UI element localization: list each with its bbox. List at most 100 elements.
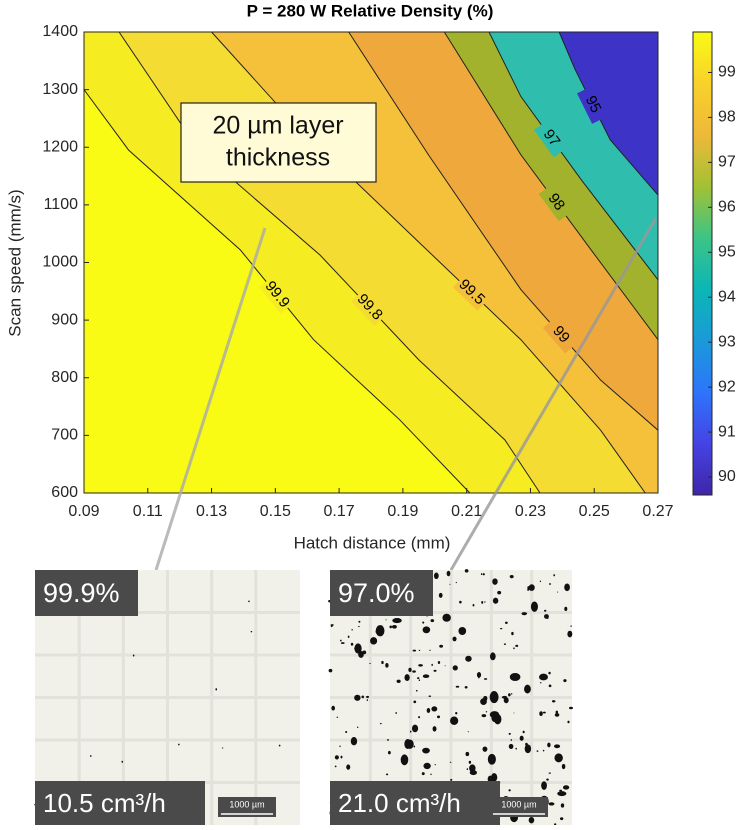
pore	[469, 770, 477, 776]
pore	[385, 619, 387, 621]
colorbar-tick-label: 92	[718, 378, 736, 395]
pore	[354, 694, 361, 701]
contour-label-bg	[538, 183, 574, 222]
pore	[548, 671, 551, 675]
pore	[411, 724, 419, 733]
connector	[449, 217, 658, 571]
x-tick-label: 0.09	[68, 503, 99, 520]
colorbar-tick-label: 94	[718, 288, 736, 305]
pore	[387, 750, 391, 755]
pore	[389, 625, 392, 629]
pore	[431, 706, 438, 712]
pore	[347, 635, 350, 639]
pore	[544, 614, 549, 619]
y-tick-label: 1100	[44, 196, 79, 213]
pore	[547, 742, 551, 748]
pore	[503, 643, 507, 646]
pore	[489, 691, 499, 704]
pore	[418, 649, 421, 652]
pore	[524, 744, 532, 754]
pore	[476, 672, 482, 678]
pore	[178, 743, 180, 746]
pore	[468, 760, 472, 764]
pore	[429, 649, 432, 651]
contour-label-group: 97	[533, 119, 569, 158]
x-tick-label: 0.17	[324, 503, 355, 520]
contour-label-bg	[533, 119, 569, 158]
pore	[409, 730, 412, 733]
pore	[455, 712, 458, 715]
pore	[483, 601, 486, 603]
pore	[433, 572, 439, 580]
pore	[345, 731, 348, 734]
pore	[365, 695, 370, 698]
colorbar-tick-label: 97	[718, 154, 736, 171]
pore	[513, 712, 515, 714]
pore	[430, 619, 435, 623]
pore	[215, 688, 218, 691]
pore	[509, 673, 521, 681]
scale-label: 1000 µm	[501, 799, 536, 809]
pore	[412, 670, 416, 673]
pore	[483, 678, 488, 680]
pore	[250, 631, 253, 633]
pore	[465, 751, 470, 757]
pore	[375, 629, 381, 634]
pore	[564, 606, 568, 612]
pore	[330, 624, 334, 626]
pore	[439, 644, 444, 648]
pore	[361, 695, 365, 699]
pore	[554, 753, 563, 763]
colorbar-tick-label: 98	[718, 109, 736, 126]
pore	[465, 655, 472, 662]
contour-band	[559, 32, 658, 196]
pore	[561, 763, 566, 770]
pore	[466, 768, 469, 771]
rate-label: 10.5 cm³/h	[43, 788, 166, 818]
x-tick-label: 0.27	[642, 503, 673, 520]
pore	[487, 753, 496, 765]
pore	[492, 578, 498, 585]
pore	[422, 747, 430, 754]
pore	[472, 603, 475, 607]
pore	[340, 755, 343, 759]
pore	[491, 697, 496, 701]
pore	[437, 660, 441, 665]
contour-label: 98	[545, 190, 569, 214]
pore	[562, 785, 570, 790]
contour-label-bg	[452, 274, 490, 311]
pore	[560, 803, 565, 808]
pore	[221, 747, 224, 749]
pore	[497, 590, 502, 595]
pore	[395, 712, 398, 714]
pore	[464, 685, 468, 689]
pore	[89, 755, 92, 757]
pore	[559, 789, 563, 792]
pore	[328, 668, 333, 673]
pore	[499, 627, 503, 630]
annotation-text: thickness	[226, 144, 330, 172]
pore	[489, 652, 496, 661]
pore	[464, 569, 469, 573]
pore	[542, 711, 546, 714]
pore	[386, 739, 390, 741]
pore	[449, 761, 452, 763]
pore	[400, 754, 409, 766]
density-label-bg	[330, 570, 433, 616]
pore	[548, 583, 551, 585]
pore	[522, 730, 525, 734]
pore	[563, 679, 567, 683]
contour-label-bg	[542, 316, 579, 354]
pore	[519, 735, 524, 741]
pore	[508, 732, 511, 735]
pore	[521, 612, 528, 616]
pore	[515, 644, 519, 647]
pore	[450, 778, 453, 781]
pore	[357, 726, 359, 729]
pore	[480, 573, 483, 575]
pore	[370, 637, 378, 645]
contour-label-bg	[576, 85, 609, 124]
rate-label-bg	[35, 781, 205, 825]
scale-label: 1000 µm	[229, 799, 264, 809]
pore	[426, 616, 428, 617]
